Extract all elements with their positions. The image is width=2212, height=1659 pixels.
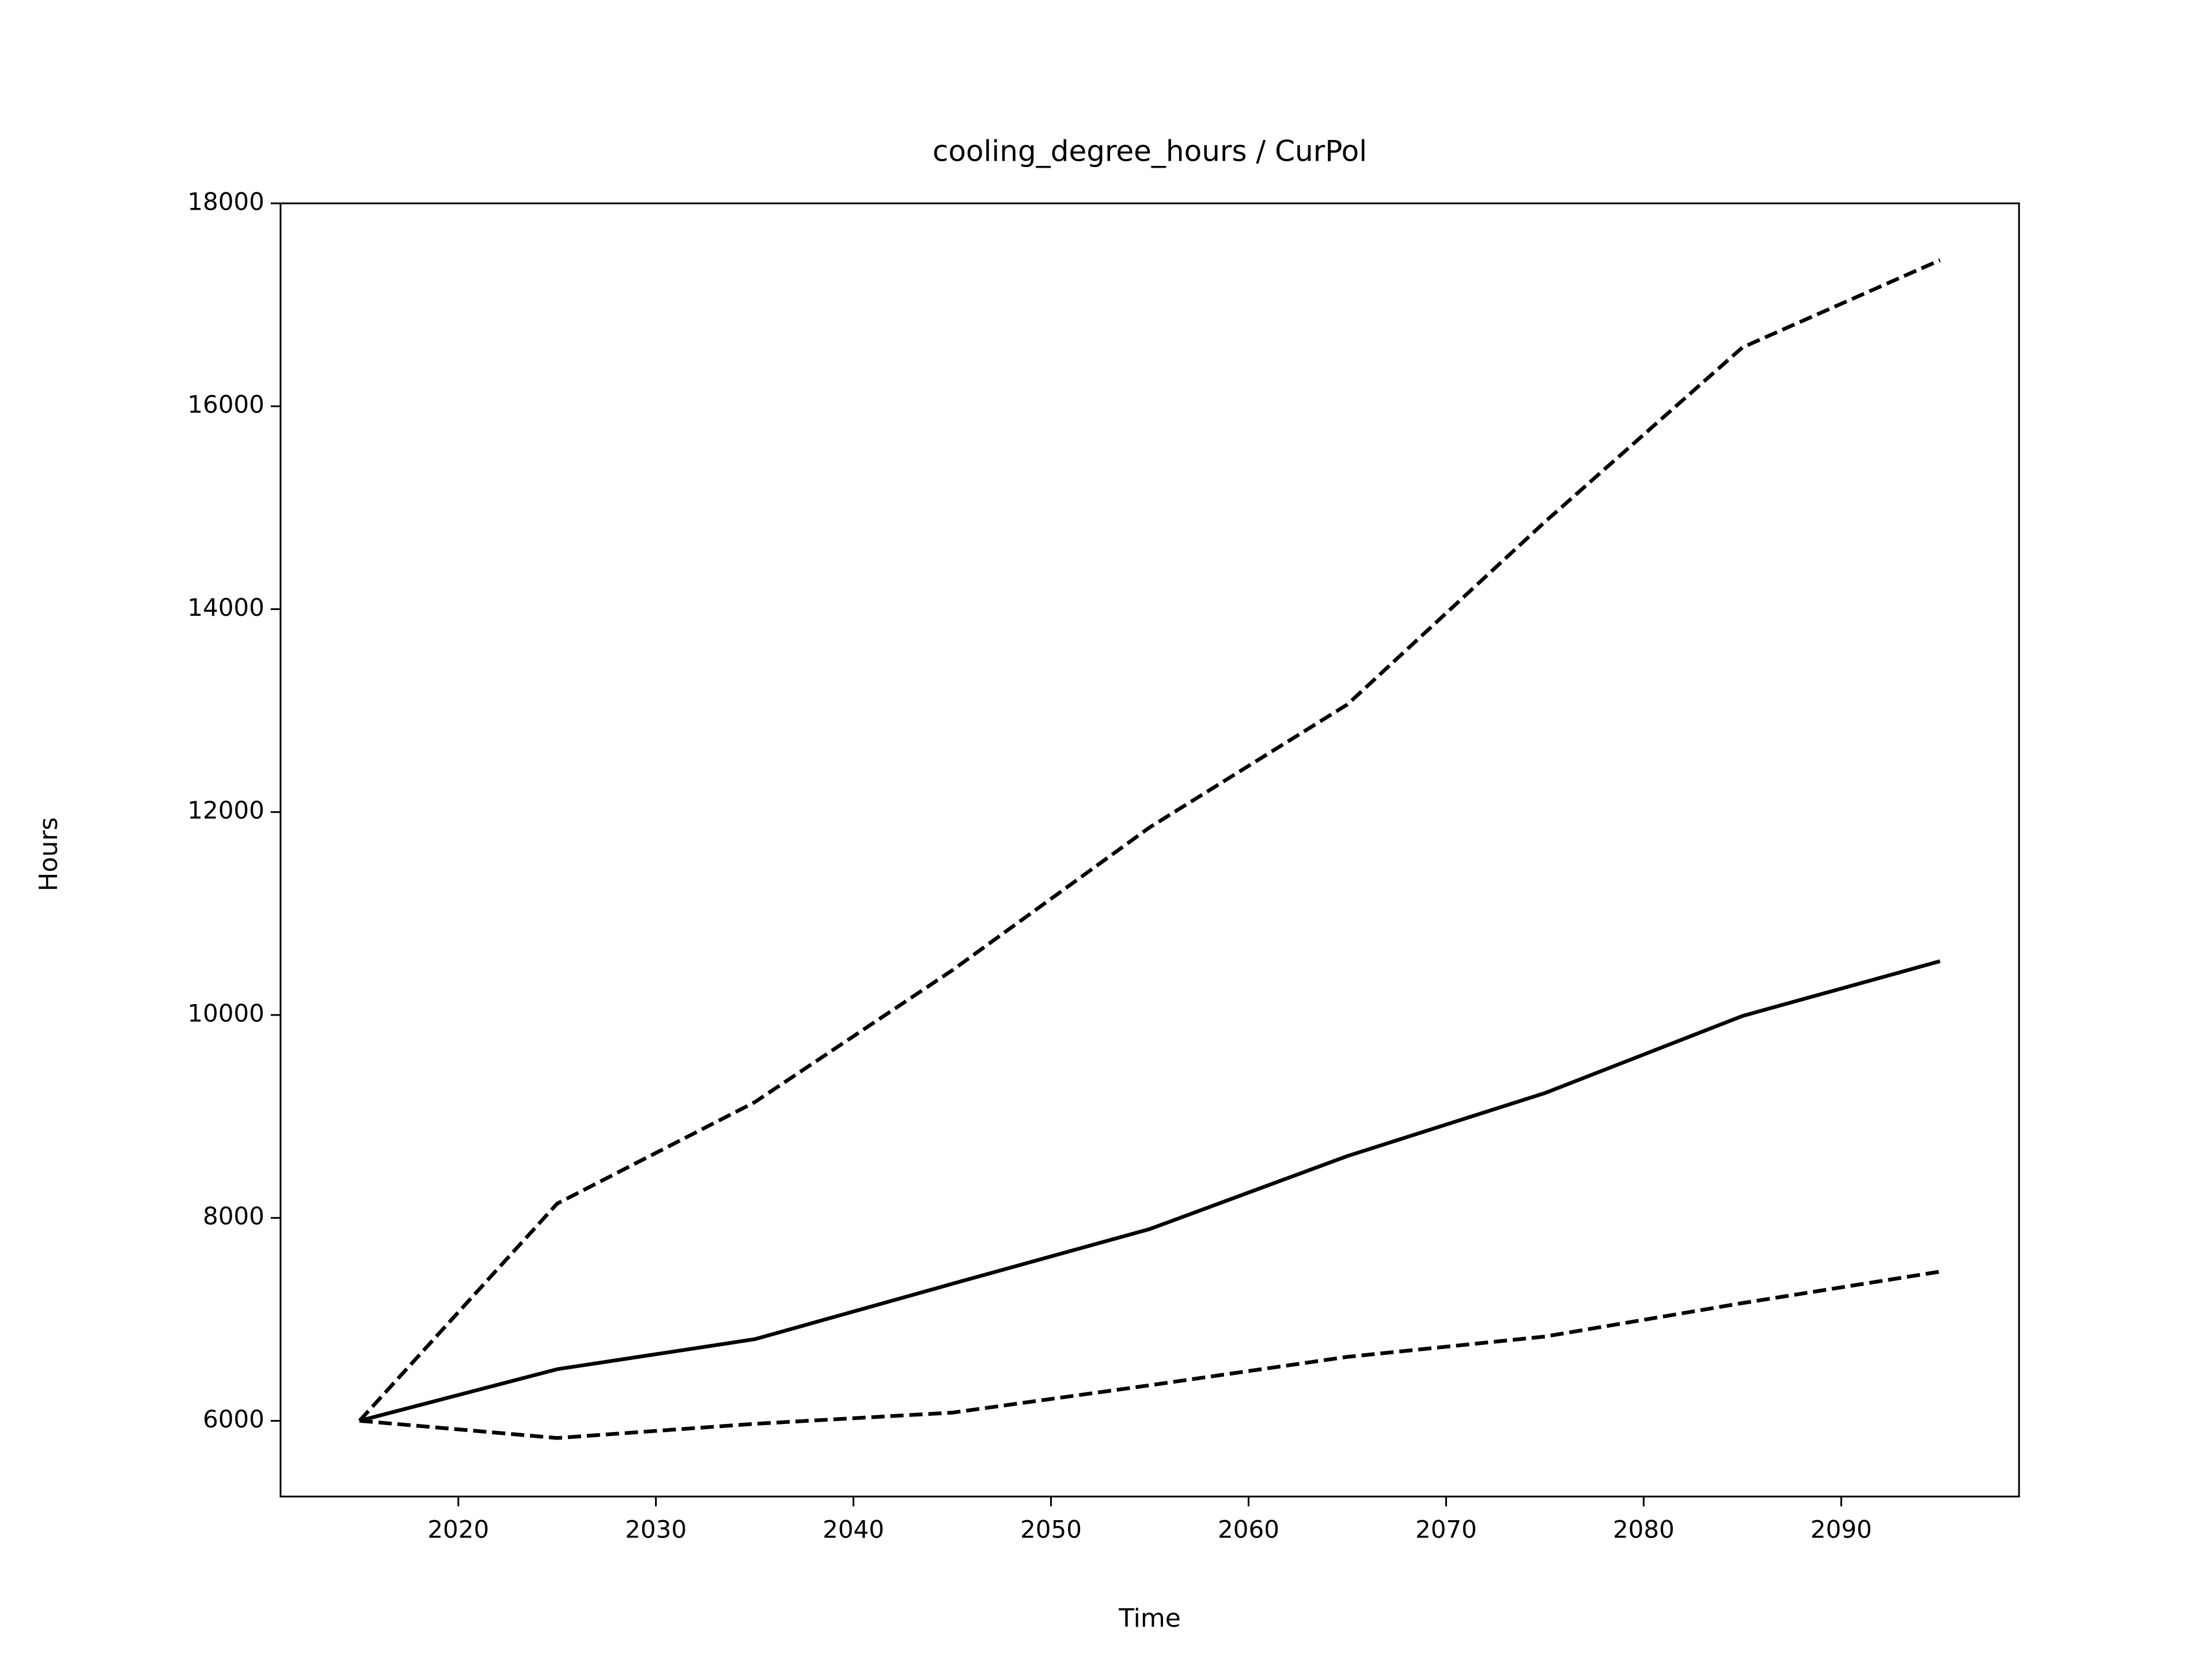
- x-tick-label: 2040: [823, 1516, 884, 1544]
- series-line: [358, 258, 1941, 1422]
- y-tick-label: 12000: [187, 796, 264, 824]
- x-axis-label: Time: [1118, 1604, 1181, 1633]
- y-tick-label: 16000: [187, 391, 264, 419]
- x-tick-label: 2050: [1020, 1516, 1082, 1544]
- x-tick-label: 2060: [1218, 1516, 1279, 1544]
- y-tick-label: 6000: [203, 1405, 264, 1433]
- y-tick-label: 10000: [187, 999, 264, 1027]
- x-tick-label: 2020: [427, 1516, 489, 1544]
- x-tick-label: 2090: [1810, 1516, 1872, 1544]
- x-tick-label: 2030: [625, 1516, 687, 1544]
- x-tick-label: 2070: [1415, 1516, 1477, 1544]
- y-axis-label: Hours: [34, 817, 63, 892]
- chart-title: cooling_degree_hours / CurPol: [933, 135, 1367, 168]
- y-tick-label: 8000: [203, 1202, 264, 1230]
- plot-frame: [279, 202, 2020, 1498]
- x-tick-label: 2080: [1613, 1516, 1675, 1544]
- y-tick-label: 14000: [187, 593, 264, 622]
- series-line: [359, 1270, 1941, 1440]
- series-line: [359, 959, 1941, 1423]
- y-tick-label: 18000: [187, 188, 264, 216]
